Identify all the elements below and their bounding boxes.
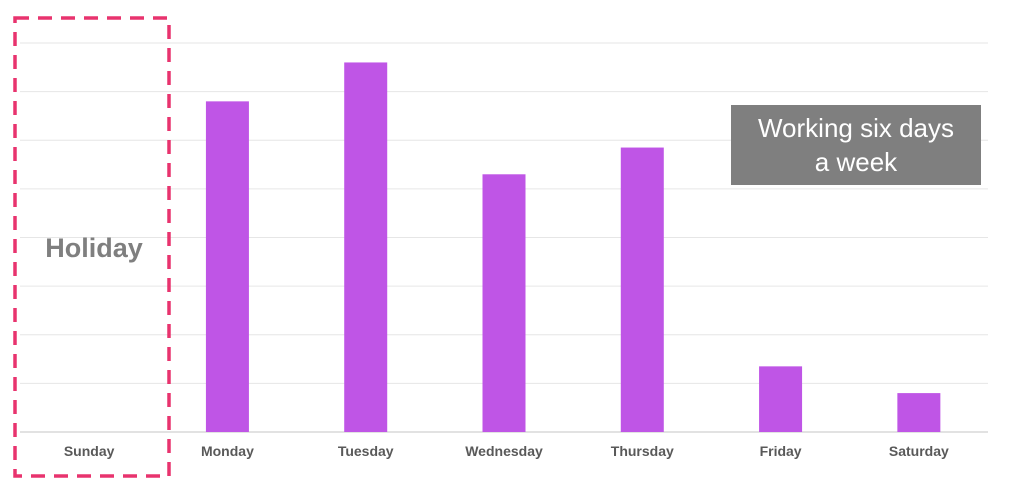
bar-thursday [620, 147, 664, 432]
tick-label-thursday: Thursday [611, 443, 674, 459]
note-box: Working six days a week [731, 105, 981, 185]
holiday-highlight-box [13, 16, 171, 478]
note-line-1: Working six days [758, 113, 954, 143]
tick-label-tuesday: Tuesday [338, 443, 394, 459]
tick-label-friday: Friday [760, 443, 802, 459]
bars [205, 62, 941, 432]
tick-label-monday: Monday [201, 443, 254, 459]
x-tick-labels: Sunday Monday Tuesday Wednesday Thursday Frid… [64, 443, 949, 459]
tick-label-saturday: Saturday [889, 443, 949, 459]
bar-saturday [897, 393, 941, 432]
bar-friday [759, 366, 803, 432]
bar-monday [205, 101, 249, 432]
tick-label-sunday: Sunday [64, 443, 115, 459]
note-background [731, 105, 981, 185]
holiday-label: Holiday [45, 233, 143, 263]
bar-tuesday [344, 62, 388, 432]
tick-label-wednesday: Wednesday [465, 443, 543, 459]
note-line-2: a week [815, 147, 898, 177]
bar-wednesday [482, 174, 526, 432]
